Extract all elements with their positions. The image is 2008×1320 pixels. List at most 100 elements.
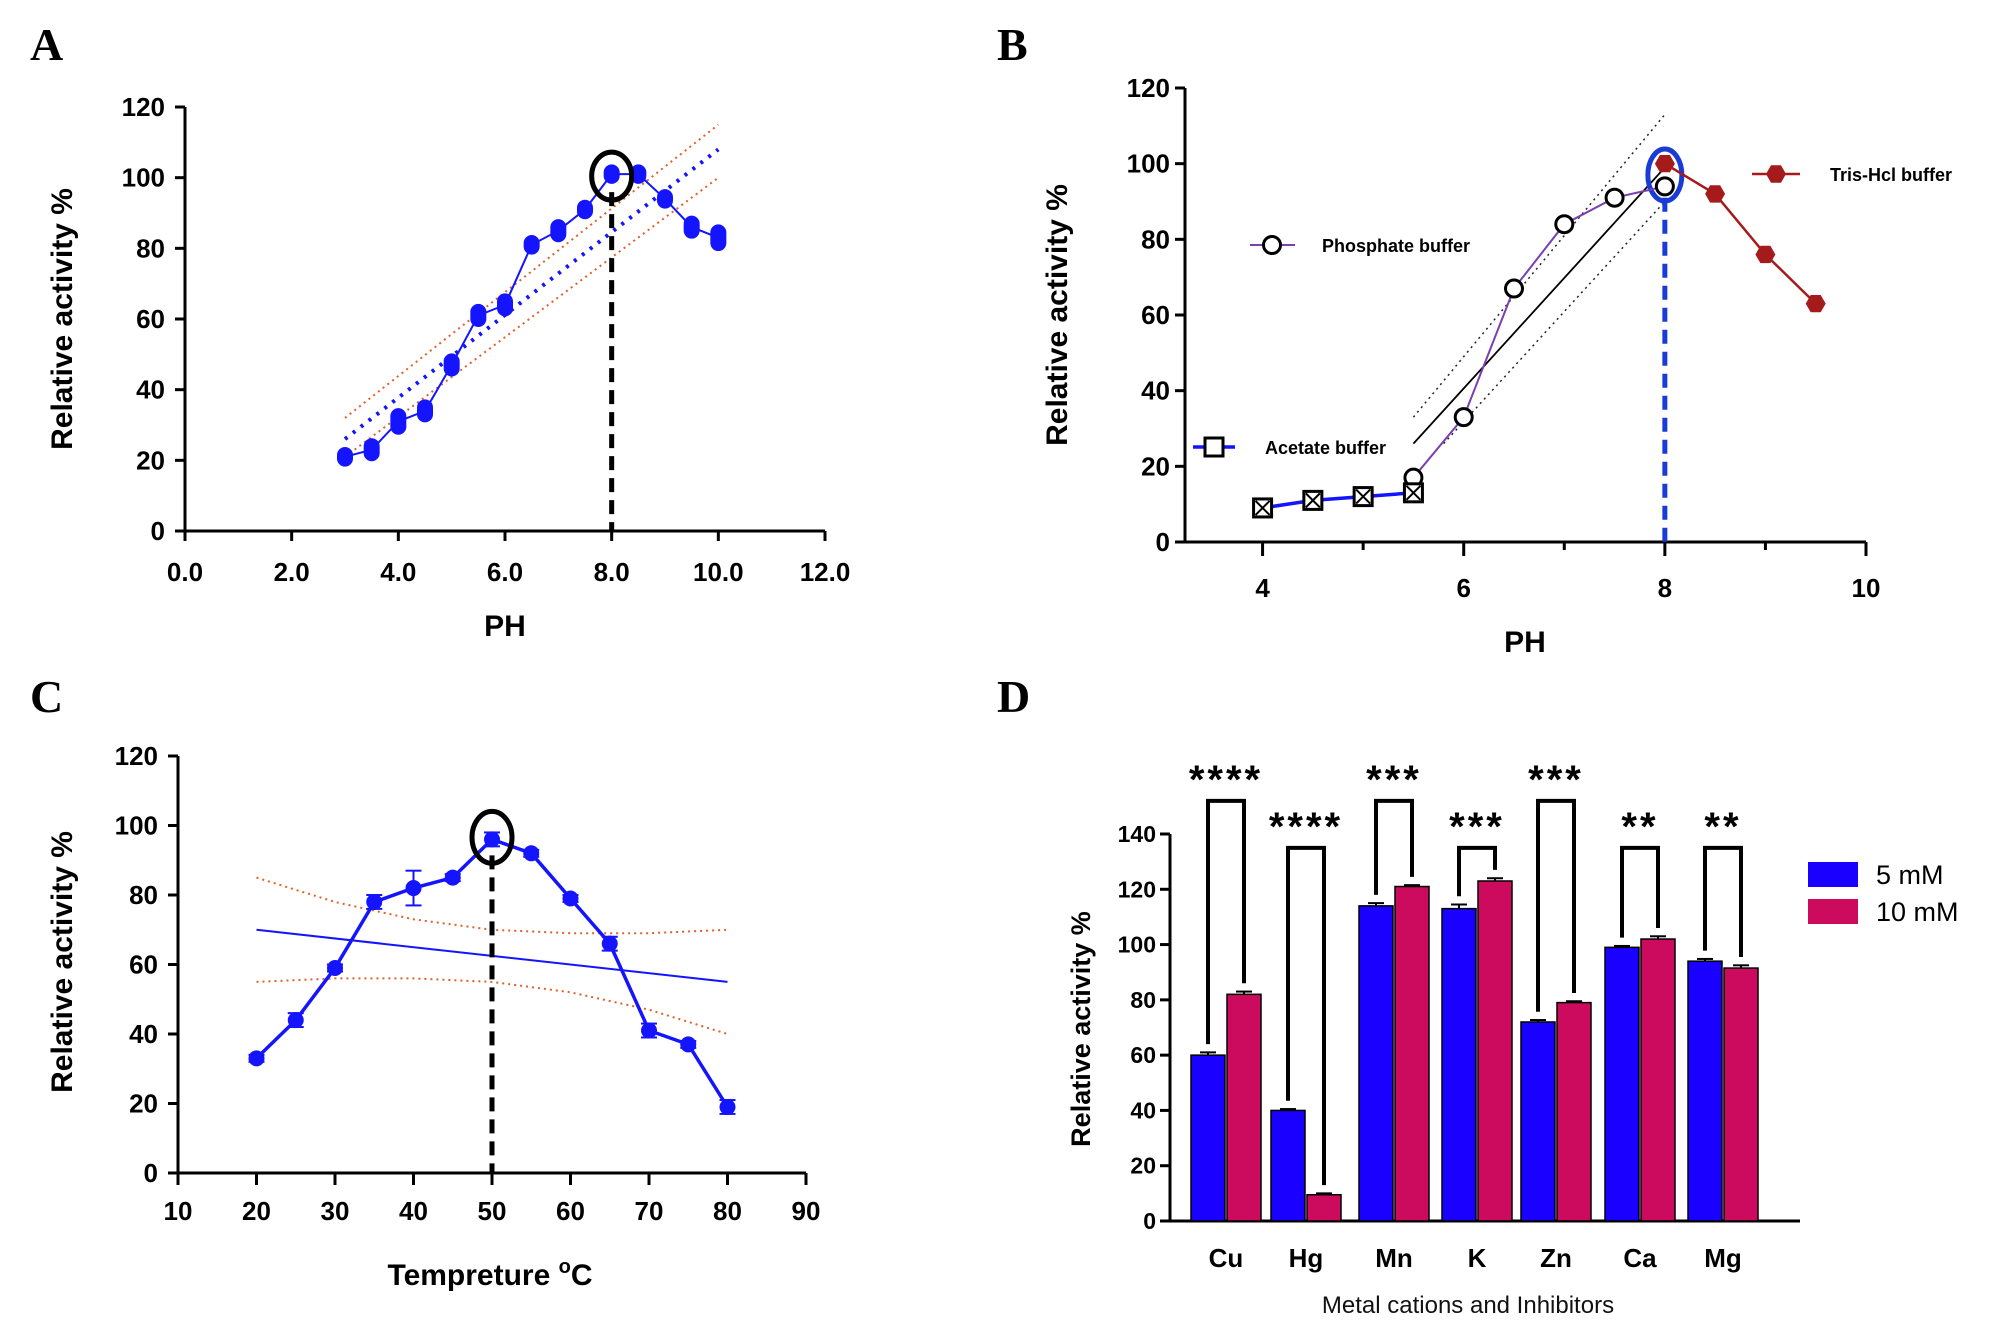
significance-label: ****	[1269, 805, 1343, 849]
bar	[1306, 1193, 1342, 1222]
significance-label: **	[1621, 805, 1658, 849]
x-tick-label: 80	[713, 1196, 742, 1226]
panel-letter-c: C	[30, 671, 63, 722]
legend-acetate-label: Acetate buffer	[1265, 438, 1386, 458]
y-tick-label: 60	[1141, 300, 1170, 330]
phosphate-point	[1554, 214, 1575, 235]
significance-bracket	[1536, 798, 1576, 1012]
x-tick-label: 4.0	[380, 557, 416, 587]
panel-d-chart: 0 20 40 60 80 100 120 140 Relative activity % Met…	[1066, 758, 1959, 1319]
significance-label: ***	[1449, 805, 1505, 849]
significance-bracket	[1206, 798, 1246, 1045]
x-tick-label: 10	[164, 1196, 193, 1226]
y-tick-label: 80	[136, 233, 165, 263]
x-axis-title: PH	[1504, 626, 1546, 659]
y-tick-label: 120	[115, 741, 158, 771]
x-tick-label: 4	[1255, 573, 1270, 603]
x-tick-label: 6	[1456, 573, 1470, 603]
x-tick-label: 50	[478, 1196, 507, 1226]
bar	[1723, 967, 1759, 1222]
phosphate-line	[1412, 185, 1666, 479]
y-tick-label: 40	[1130, 1097, 1156, 1123]
y-tick-label: 40	[129, 1019, 158, 1049]
significance-bracket	[1286, 845, 1326, 1186]
y-axis-title: Relative activity %	[1041, 184, 1074, 446]
y-tick-label: 0	[151, 516, 165, 546]
bar	[1358, 905, 1394, 1222]
x-axis-title: Tempreture oC	[387, 1256, 592, 1292]
y-tick-label: 120	[122, 92, 165, 122]
y-tick-label: 80	[1141, 224, 1170, 254]
x-tick-label: 20	[242, 1196, 271, 1226]
data-point	[680, 1036, 697, 1053]
y-tick-label: 40	[136, 375, 165, 405]
x-tick-label: 8.0	[594, 557, 630, 587]
regression-line	[1412, 166, 1666, 445]
x-tick-label: 10.0	[693, 557, 744, 587]
significance-bracket	[1374, 798, 1414, 895]
acetate-point-cross	[1305, 492, 1321, 509]
category-label: Ca	[1623, 1243, 1657, 1273]
significance-bracket	[1703, 845, 1743, 958]
y-axis-title: Relative activity %	[46, 188, 79, 450]
confidence-lower	[256, 977, 728, 1035]
data-point	[641, 1022, 657, 1039]
y-tick-label: 20	[1130, 1153, 1156, 1179]
x-tick-label: 12.0	[800, 557, 851, 587]
significance-label: ***	[1366, 758, 1422, 802]
legend-10mm-label: 10 mM	[1876, 897, 1959, 927]
tris-point	[1805, 295, 1826, 313]
x-tick-label: 0.0	[167, 557, 203, 587]
y-tick-label: 0	[1156, 527, 1170, 557]
y-tick-label: 80	[1130, 987, 1156, 1013]
x-tick-label: 60	[556, 1196, 585, 1226]
confidence-lower	[1443, 200, 1666, 445]
bar	[1441, 907, 1477, 1222]
data-point	[719, 1098, 736, 1115]
acetate-point-cross	[1405, 485, 1422, 501]
bar	[1604, 946, 1640, 1222]
phosphate-point	[1453, 407, 1474, 428]
legend-tris-label: Tris-Hcl buffer	[1830, 165, 1952, 185]
bar	[1556, 1001, 1592, 1222]
significance-label: **	[1704, 805, 1741, 849]
acetate-point-cross	[1355, 488, 1371, 505]
tris-point	[1755, 245, 1776, 264]
data-point	[366, 893, 383, 910]
category-label: Cu	[1209, 1243, 1244, 1273]
legend-phosphate-marker	[1262, 235, 1282, 255]
y-tick-label: 100	[122, 163, 165, 193]
bar	[1520, 1021, 1556, 1222]
phosphate-point	[1504, 278, 1524, 299]
panel-letter-a: A	[30, 19, 63, 70]
legend-5mm-label: 5 mM	[1876, 860, 1944, 890]
y-axis-title: Relative activity %	[46, 831, 79, 1093]
panel-letter-b: B	[997, 19, 1028, 70]
x-tick-label: 2.0	[274, 557, 310, 587]
confidence-upper	[344, 123, 719, 419]
acetate-point-cross	[1254, 500, 1271, 516]
y-tick-label: 20	[129, 1089, 158, 1119]
y-tick-label: 120	[1118, 876, 1156, 902]
category-label: Mg	[1704, 1243, 1742, 1273]
category-label: Hg	[1289, 1243, 1324, 1273]
significance-label: ****	[1189, 758, 1263, 802]
panel-b-chart: 0 20 40 60 80 100 120 Relative activity % 4 6 8 10 P…	[1041, 73, 1952, 659]
panel-c-chart: 0 20 40 60 80 100 120 Relative activity % 10 20 30…	[46, 741, 820, 1292]
legend-phosphate-label: Phosphate buffer	[1322, 236, 1470, 256]
y-tick-label: 140	[1118, 821, 1156, 847]
legend-tris-marker	[1766, 165, 1786, 183]
y-tick-label: 0	[1143, 1208, 1156, 1234]
phosphate-point	[1604, 187, 1625, 208]
x-tick-label: 30	[321, 1196, 350, 1226]
x-tick-label: 70	[635, 1196, 664, 1226]
data-point	[248, 1050, 265, 1067]
bar	[1477, 880, 1513, 1222]
x-axis-title: Metal cations and Inhibitors	[1322, 1292, 1614, 1319]
data-point	[523, 845, 540, 862]
data-point	[327, 959, 343, 976]
data-point	[562, 890, 579, 907]
x-tick-label: 40	[399, 1196, 428, 1226]
y-tick-label: 20	[1141, 451, 1170, 481]
legend-10mm-swatch	[1808, 899, 1858, 924]
